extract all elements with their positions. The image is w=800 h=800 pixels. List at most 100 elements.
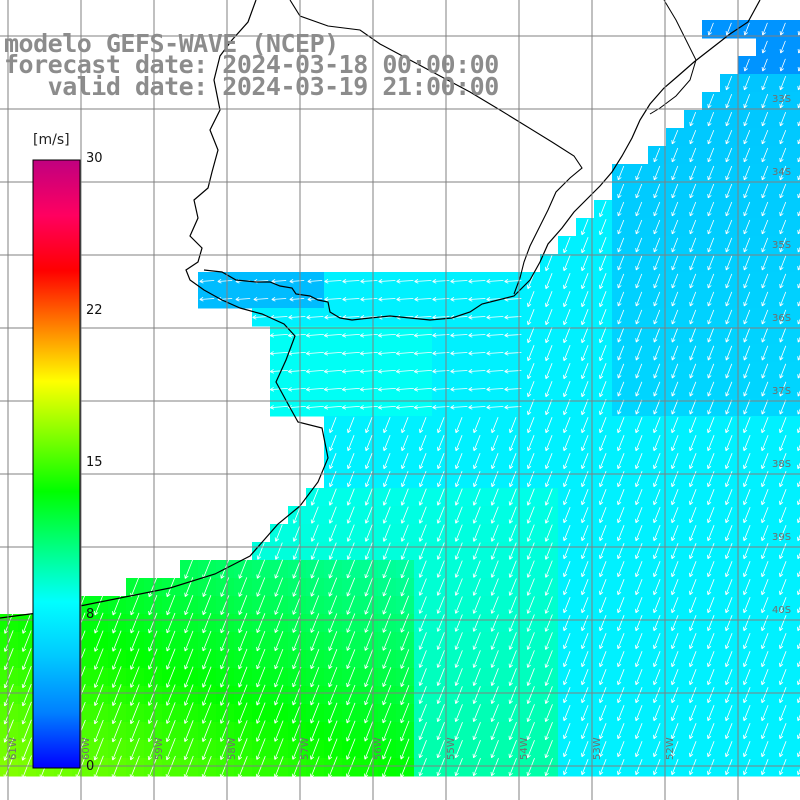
- wind-arrow: [563, 687, 571, 704]
- wind-arrow: [671, 543, 679, 560]
- wind-arrow: [413, 333, 432, 338]
- wind-arrow: [436, 596, 445, 614]
- wind-arrow: [382, 631, 392, 651]
- wind-arrow: [761, 381, 769, 397]
- wind-arrow: [689, 435, 697, 452]
- wind-arrow: [93, 737, 104, 761]
- lat-label: 33S: [772, 94, 791, 105]
- wind-arrow: [292, 524, 301, 542]
- wind-arrow: [544, 632, 553, 650]
- wind-arrow: [779, 417, 787, 434]
- wind-arrow: [545, 327, 553, 344]
- wind-arrow: [346, 559, 355, 579]
- wind-arrow: [671, 633, 679, 650]
- wind-arrow: [653, 417, 661, 434]
- wind-cell: [792, 704, 800, 723]
- wind-arrow: [269, 405, 288, 410]
- wind-arrow: [707, 705, 715, 722]
- wind-arrow: [599, 525, 607, 542]
- wind-arrow: [563, 759, 571, 776]
- wind-arrow: [21, 630, 32, 652]
- wind-arrow: [486, 297, 504, 302]
- wind-arrow: [93, 684, 104, 707]
- wind-arrow: [454, 488, 463, 506]
- wind-arrow: [779, 129, 787, 145]
- wind-arrow: [689, 687, 697, 704]
- wind-cell: [792, 110, 800, 129]
- wind-cell: [792, 20, 800, 39]
- wind-arrow: [130, 648, 140, 670]
- wind-arrow: [220, 702, 230, 724]
- wind-arrow: [256, 559, 266, 579]
- wind-arrow: [617, 687, 625, 704]
- wind-arrow: [689, 309, 697, 325]
- wind-arrow: [328, 631, 338, 652]
- wind-arrow: [617, 597, 625, 614]
- wind-arrow: [743, 327, 751, 343]
- wind-arrow: [328, 595, 338, 615]
- wind-arrow: [707, 22, 714, 36]
- wind-arrow: [364, 577, 373, 597]
- wind-arrow: [563, 237, 571, 254]
- wind-arrow: [689, 291, 697, 307]
- wind-arrow: [761, 40, 768, 54]
- wind-arrow: [166, 630, 176, 652]
- wind-arrow: [202, 648, 212, 670]
- wind-arrow: [383, 417, 391, 434]
- wind-arrow: [653, 363, 661, 379]
- wind-arrow: [779, 651, 787, 668]
- wind-arrow: [563, 579, 571, 596]
- wind-arrow: [635, 615, 643, 632]
- wind-arrow: [761, 399, 769, 415]
- wind-arrow: [454, 614, 463, 632]
- wind-arrow: [310, 666, 320, 688]
- wind-arrow: [689, 201, 697, 217]
- wind-cell: [792, 578, 800, 597]
- lat-label: 36S: [772, 313, 791, 324]
- wind-arrow: [707, 417, 715, 434]
- wind-arrow: [129, 755, 140, 779]
- wind-arrow: [526, 632, 535, 650]
- wind-arrow: [395, 387, 414, 392]
- wind-arrow: [581, 651, 589, 668]
- wind-arrow: [689, 111, 697, 127]
- wind-arrow: [310, 595, 320, 615]
- wind-arrow: [779, 723, 787, 740]
- wind-arrow: [581, 489, 589, 506]
- wind-arrow: [310, 506, 319, 524]
- wind-arrow: [377, 369, 396, 374]
- wind-arrow: [563, 273, 571, 290]
- wind-arrow: [346, 631, 356, 651]
- wind-arrow: [653, 201, 661, 217]
- wind-arrow: [581, 291, 589, 308]
- wind-arrow: [725, 111, 733, 127]
- wind-arrow: [743, 255, 751, 271]
- wind-arrow: [473, 435, 481, 452]
- wind-arrow: [274, 720, 284, 742]
- wind-arrow: [635, 741, 643, 758]
- wind-arrow: [508, 524, 517, 542]
- wind-arrow: [328, 506, 337, 524]
- wind-arrow: [653, 579, 661, 596]
- wind-arrow: [779, 22, 786, 36]
- wind-arrow: [599, 453, 607, 470]
- wind-arrow: [581, 273, 589, 290]
- wind-arrow: [274, 631, 284, 652]
- wind-arrow: [220, 666, 230, 688]
- wind-arrow: [599, 543, 607, 560]
- wind-arrow: [202, 684, 212, 706]
- wind-arrow: [418, 632, 427, 650]
- wind-cell: [792, 182, 800, 201]
- wind-arrow: [707, 237, 715, 253]
- wind-arrow: [526, 650, 535, 668]
- wind-arrow: [3, 683, 14, 707]
- wind-arrow: [581, 633, 589, 650]
- wind-cell: [792, 452, 800, 471]
- wind-arrow: [545, 435, 553, 452]
- wind-arrow: [341, 333, 360, 338]
- wind-arrow: [413, 369, 432, 374]
- wind-arrow: [490, 524, 499, 542]
- wind-arrow: [653, 597, 661, 614]
- wind-arrow: [761, 237, 769, 253]
- wind-arrow: [454, 578, 463, 596]
